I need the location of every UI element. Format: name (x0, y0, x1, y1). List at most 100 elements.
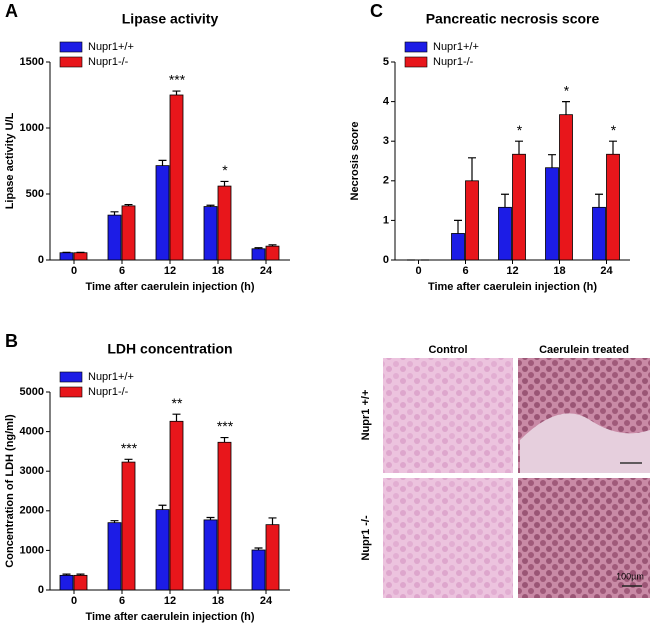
x-tick-label: 6 (119, 595, 125, 607)
legend-label: Nupr1-/- (433, 56, 474, 68)
error-bar (454, 219, 462, 234)
chart-title: Lipase activity (122, 11, 219, 27)
error-bar (172, 90, 181, 95)
bar (559, 114, 573, 261)
micrograph (518, 478, 650, 598)
bar (512, 153, 526, 261)
histology-panel: Control Caerulein treated Nupr1 +/+ Nupr… (360, 344, 650, 598)
y-tick-label: 2 (383, 175, 389, 187)
error-bar (548, 154, 556, 168)
error-bar (110, 211, 119, 216)
y-tick-label: 1500 (20, 56, 44, 68)
bar (265, 524, 280, 591)
bar (217, 441, 232, 591)
y-tick-label: 1000 (20, 122, 44, 134)
chart-title: LDH concentration (107, 341, 232, 357)
significance-label: *** (121, 440, 138, 456)
y-tick-label: 1000 (20, 544, 44, 556)
x-tick-label: 0 (71, 265, 77, 277)
error-bar (220, 180, 229, 187)
bar (203, 206, 218, 261)
x-tick-label: 12 (164, 265, 176, 277)
x-tick-label: 6 (119, 265, 125, 277)
x-tick-label: 12 (164, 595, 176, 607)
bar (217, 185, 232, 261)
micrograph (383, 358, 513, 473)
legend-swatch (404, 56, 428, 68)
bar (121, 205, 136, 261)
significance-label: ** (172, 395, 183, 411)
legend-swatch (59, 41, 83, 53)
bar (545, 167, 559, 261)
bar (265, 245, 280, 261)
y-tick-label: 5 (383, 56, 389, 68)
panel-label: C (370, 1, 383, 21)
y-tick-label: 3 (383, 135, 389, 147)
legend-label: Nupr1-/- (88, 56, 129, 68)
bar (73, 252, 88, 261)
y-tick-label: 2000 (20, 505, 44, 517)
bar (251, 549, 266, 591)
bar (73, 574, 88, 591)
legend-label: Nupr1+/+ (433, 41, 479, 53)
y-axis-label: Concentration of LDH (ng/ml) (4, 414, 16, 568)
error-bar (468, 157, 476, 181)
error-bar (595, 193, 603, 208)
legend-swatch (59, 386, 83, 398)
bar (251, 248, 266, 261)
significance-label: *** (169, 72, 186, 88)
error-bar (501, 193, 509, 208)
legend-swatch (59, 56, 83, 68)
x-tick-label: 12 (506, 265, 518, 277)
x-tick-label: 0 (71, 595, 77, 607)
error-bar (562, 101, 570, 115)
bar (451, 233, 465, 261)
y-tick-label: 500 (26, 188, 44, 200)
error-bar (158, 504, 167, 510)
y-axis-label: Necrosis score (349, 122, 361, 201)
error-bar (158, 159, 167, 166)
legend-label: Nupr1+/+ (88, 41, 134, 53)
bar (59, 252, 74, 261)
scale-bar-label: 100µm (616, 571, 644, 581)
significance-label: * (517, 122, 523, 138)
x-axis-label: Time after caerulein injection (h) (85, 611, 254, 623)
x-tick-label: 18 (553, 265, 565, 277)
micrograph (383, 478, 513, 598)
x-tick-label: 24 (600, 265, 613, 277)
y-tick-label: 0 (38, 254, 44, 266)
significance-label: * (222, 162, 228, 178)
x-tick-label: 24 (260, 265, 273, 277)
row-header: Nupr1 +/+ (360, 390, 372, 441)
y-tick-label: 1 (383, 214, 389, 226)
bar (203, 519, 218, 591)
row-header: Nupr1 -/- (360, 515, 372, 561)
bar (107, 214, 122, 261)
y-tick-label: 0 (383, 254, 389, 266)
bar (155, 509, 170, 591)
column-header: Caerulein treated (539, 344, 629, 356)
micrograph-region (520, 413, 650, 473)
significance-label: * (564, 82, 570, 98)
legend-swatch (404, 41, 428, 53)
x-tick-label: 18 (212, 595, 224, 607)
error-bar (268, 517, 277, 525)
panel-label: A (5, 1, 18, 21)
y-tick-label: 0 (38, 584, 44, 596)
x-tick-label: 18 (212, 265, 224, 277)
panel-label: B (5, 331, 18, 351)
error-bar (609, 140, 617, 155)
bar (498, 206, 512, 261)
legend-label: Nupr1+/+ (88, 371, 134, 383)
significance-label: * (611, 122, 617, 138)
y-tick-label: 3000 (20, 465, 44, 477)
x-axis-label: Time after caerulein injection (h) (85, 281, 254, 293)
x-axis-label: Time after caerulein injection (h) (428, 281, 597, 293)
y-tick-label: 4000 (20, 426, 44, 438)
y-tick-label: 4 (383, 96, 390, 108)
error-bar (172, 413, 181, 422)
error-bar (124, 458, 133, 463)
x-tick-label: 6 (462, 265, 468, 277)
legend-swatch (59, 371, 83, 383)
